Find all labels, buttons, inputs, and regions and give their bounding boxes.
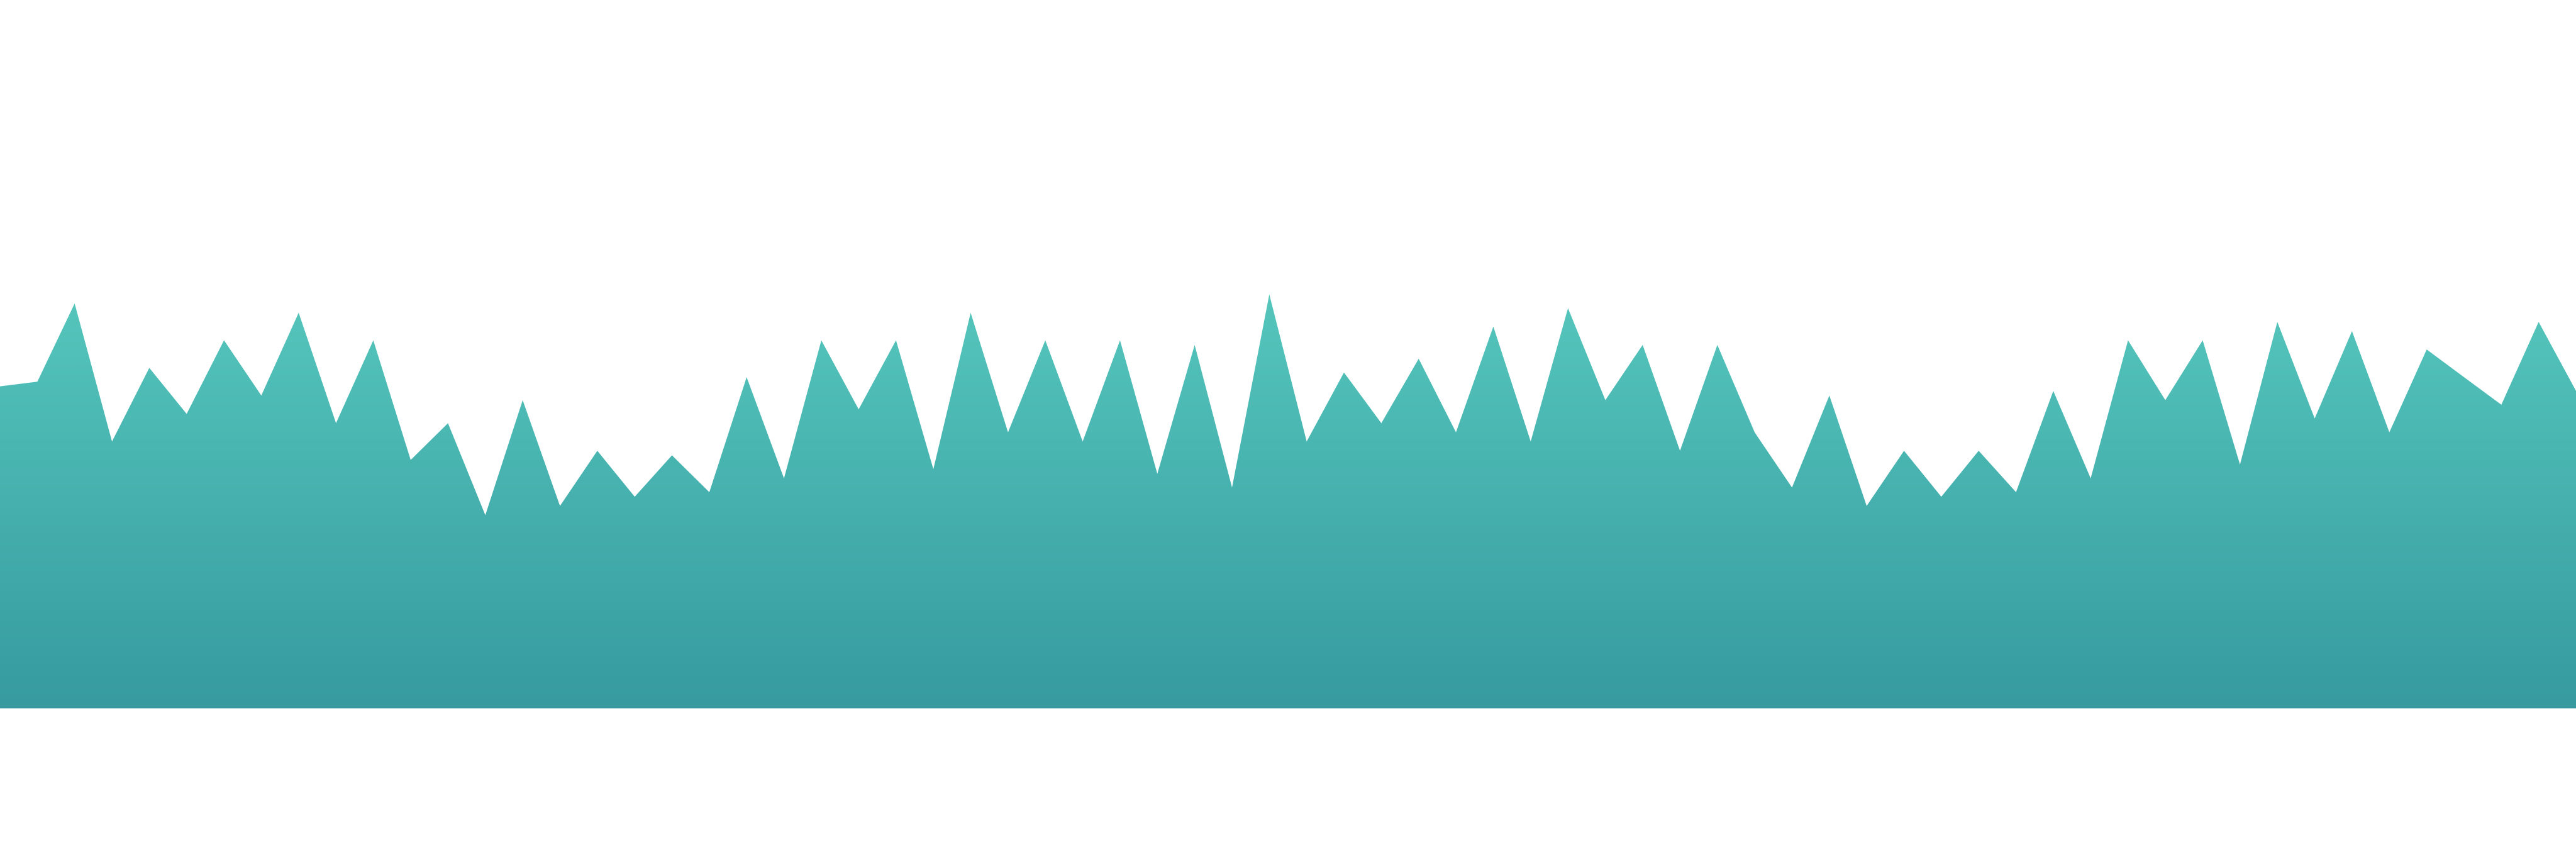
series-area: [0, 294, 2576, 708]
plot-area: [0, 294, 2576, 708]
